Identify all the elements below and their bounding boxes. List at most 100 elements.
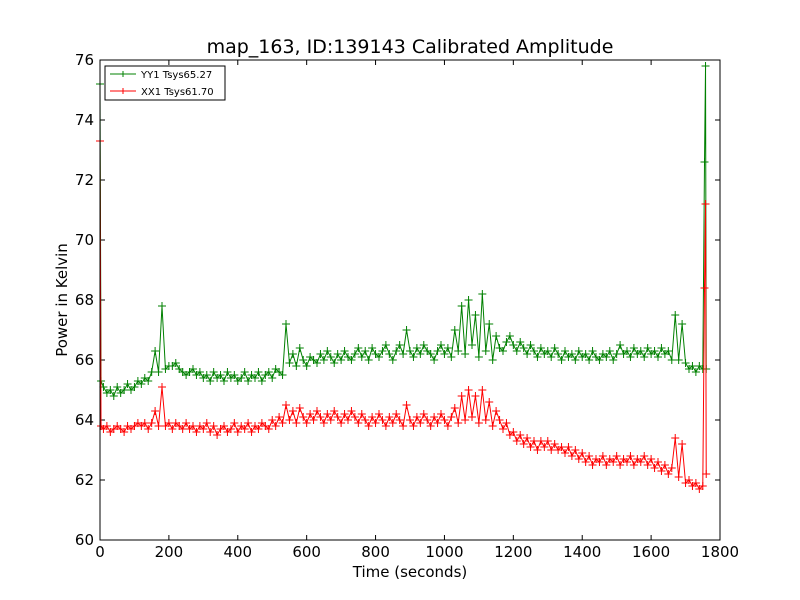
data-point <box>547 446 556 454</box>
data-point <box>647 455 656 463</box>
data-point <box>268 374 277 382</box>
data-point <box>567 350 576 358</box>
data-point <box>426 350 435 358</box>
data-point <box>468 413 476 421</box>
data-point <box>354 419 363 427</box>
data-point <box>543 347 552 355</box>
data-point <box>209 422 218 430</box>
data-point <box>547 353 556 361</box>
data-point <box>416 419 425 427</box>
data-point <box>499 347 507 355</box>
data-point <box>450 326 459 334</box>
x-tick-label: 1400 <box>563 543 601 561</box>
data-point <box>516 431 525 439</box>
y-tick-label: 60 <box>75 531 94 549</box>
data-point <box>268 416 277 424</box>
data-point <box>230 419 239 427</box>
data-point <box>595 356 604 364</box>
data-point <box>316 413 325 421</box>
data-point <box>664 347 673 355</box>
data-point <box>526 341 535 349</box>
data-point <box>123 380 132 388</box>
data-point <box>443 344 452 352</box>
data-point <box>368 344 377 352</box>
legend-label-yy1: YY1 Tsys65.27 <box>140 70 212 81</box>
data-point <box>395 341 404 349</box>
data-point <box>319 356 328 364</box>
data-point <box>354 344 363 352</box>
data-point <box>585 356 594 364</box>
y-tick-label: 66 <box>75 351 94 369</box>
data-point <box>488 356 497 364</box>
data-point <box>650 464 659 472</box>
data-point <box>344 416 352 424</box>
data-point <box>443 422 452 430</box>
data-point <box>533 446 542 454</box>
data-point <box>302 419 311 427</box>
data-point <box>430 356 439 364</box>
data-point <box>350 413 359 421</box>
data-point <box>660 461 669 469</box>
legend-entry-yy1: YY1 Tsys65.27 <box>110 70 212 81</box>
chart-title: map_163, ID:139143 Calibrated Amplitude <box>207 36 614 58</box>
y-axis-label: Power in Kelvin <box>53 243 71 357</box>
data-point <box>468 341 476 349</box>
data-point <box>440 416 449 424</box>
data-point <box>571 446 580 454</box>
data-point <box>164 419 173 427</box>
data-point <box>285 359 294 367</box>
data-point <box>474 353 483 361</box>
data-point <box>195 368 204 376</box>
data-point <box>151 347 160 355</box>
data-point <box>419 341 428 349</box>
data-point <box>533 353 542 361</box>
data-point <box>361 416 370 424</box>
data-point <box>168 425 177 433</box>
data-point <box>412 344 421 352</box>
data-point <box>102 422 111 430</box>
data-point <box>216 371 225 379</box>
data-point <box>674 473 683 481</box>
data-point <box>158 383 166 391</box>
data-point <box>333 350 342 358</box>
data-point <box>478 290 487 298</box>
data-point <box>430 413 439 421</box>
data-point <box>368 413 377 421</box>
data-point <box>536 437 545 445</box>
data-point <box>643 344 652 352</box>
data-point <box>323 347 332 355</box>
data-point <box>230 371 239 379</box>
data-point <box>106 386 115 394</box>
data-point <box>299 413 308 421</box>
data-point <box>698 482 707 490</box>
plot-frame <box>99 59 721 541</box>
data-point <box>130 383 139 391</box>
x-tick-label: 1600 <box>632 543 670 561</box>
data-point <box>392 347 401 355</box>
data-point <box>158 302 166 310</box>
data-point <box>326 416 335 424</box>
data-point <box>392 410 401 418</box>
data-point <box>516 338 525 346</box>
data-point <box>233 428 242 436</box>
data-point <box>588 347 597 355</box>
data-point <box>700 158 709 166</box>
data-point <box>457 392 466 400</box>
data-point <box>313 407 321 415</box>
y-tick-label: 74 <box>75 111 94 129</box>
x-tick-label: 1200 <box>494 543 532 561</box>
data-point <box>247 428 256 436</box>
x-tick-label: 1800 <box>701 543 739 561</box>
x-tick-label: 600 <box>292 543 321 561</box>
data-point <box>519 344 528 352</box>
data-point <box>326 353 335 361</box>
data-point <box>671 434 680 442</box>
data-point <box>530 347 538 355</box>
data-point <box>406 347 414 355</box>
data-point <box>264 425 273 433</box>
legend: YY1 Tsys65.27 XX1 Tsys61.70 <box>104 65 226 101</box>
data-point <box>598 452 607 460</box>
data-point <box>381 422 390 430</box>
data-point <box>574 347 583 355</box>
